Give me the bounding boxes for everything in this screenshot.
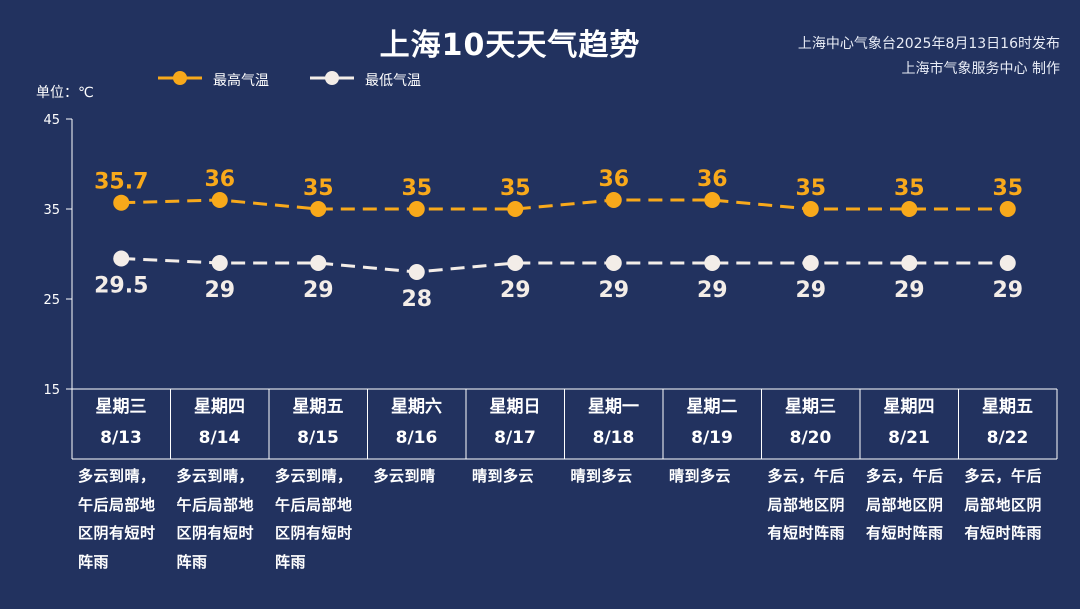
weather-description: 晴到多云 [669, 467, 732, 485]
day-header: 星期二 8/19 [663, 392, 761, 454]
low-temp-data-label: 29 [992, 278, 1023, 303]
weekday-label: 星期日 [489, 397, 541, 417]
high-temp-point [802, 201, 819, 217]
weather-description: 晴到多云 [570, 467, 633, 485]
weather-description: 多云到晴，午后局部地区阴有短时阵雨 [176, 467, 255, 571]
weather-description: 多云，午后局部地区阴有短时阵雨 [767, 467, 846, 542]
low-temp-data-label: 29 [795, 278, 826, 303]
high-temp-point [113, 194, 130, 211]
low-temp-point [408, 264, 425, 280]
high-temp-point [408, 201, 425, 217]
low-temp-line [121, 257, 1008, 274]
low-temp-point [605, 255, 622, 271]
weekday-label: 星期三 [95, 397, 147, 417]
weekday-label: 星期四 [883, 397, 935, 417]
low-temp-point [802, 255, 819, 271]
weekday-label: 星期四 [194, 397, 245, 417]
low-temp-point [704, 255, 721, 271]
high-temp-data-label: 36 [697, 167, 728, 192]
high-temp-point [605, 192, 622, 208]
high-temp-point [901, 201, 918, 217]
high-temp-data-label: 35.7 [94, 170, 148, 195]
high-temp-data-label: 35 [894, 176, 925, 201]
low-temp-point [999, 255, 1016, 271]
high-temp-point [704, 192, 721, 208]
high-temp-data-label: 35 [500, 176, 531, 201]
legend-label-low: 最低气温 [365, 73, 421, 89]
day-header: 星期四 8/21 [860, 392, 958, 454]
y-tick-label: 35 [43, 203, 60, 218]
y-tick-label: 25 [43, 293, 60, 308]
day-header: 星期三 8/20 [762, 392, 860, 454]
weather-description: 多云到晴，午后局部地区阴有短时阵雨 [78, 467, 156, 571]
weekday-label: 星期六 [391, 397, 442, 417]
date-label: 8/17 [494, 428, 536, 448]
date-label: 8/13 [100, 428, 142, 448]
day-header: 星期日 8/17 [466, 392, 564, 454]
weekday-label: 星期五 [292, 397, 344, 417]
day-header: 星期五 8/15 [269, 392, 367, 454]
date-label: 8/19 [691, 428, 733, 448]
weather-description: 多云，午后局部地区阴有短时阵雨 [964, 467, 1043, 542]
weather-description: 晴到多云 [472, 467, 535, 485]
low-temp-data-label: 29 [598, 278, 629, 303]
issuer-line: 上海中心气象台2025年8月13日16时发布 [797, 36, 1060, 52]
high-temp-data-label: 35 [795, 176, 826, 201]
weekday-label: 星期三 [785, 397, 836, 417]
date-label: 8/21 [888, 428, 930, 448]
weather-description: 多云，午后局部地区阴有短时阵雨 [866, 467, 944, 542]
low-temp-data-label: 28 [401, 287, 432, 312]
producer-line: 上海市气象服务中心 制作 [901, 61, 1060, 77]
date-label: 8/16 [395, 428, 438, 448]
low-temp-point [113, 250, 130, 267]
high-temp-point [507, 201, 524, 217]
day-header: 星期一 8/18 [565, 392, 663, 454]
weather-description: 多云到晴，午后局部地区阴有短时阵雨 [275, 467, 353, 571]
low-temp-data-label: 29.5 [94, 274, 148, 299]
high-temp-point [310, 201, 327, 217]
date-label: 8/20 [789, 428, 832, 448]
day-header: 星期三 8/13 [72, 392, 170, 454]
high-temp-point [999, 201, 1016, 217]
high-temp-data-label: 35 [303, 176, 334, 201]
low-temp-point [507, 255, 524, 271]
high-temp-line [121, 198, 1008, 211]
weekday-label: 星期五 [982, 397, 1033, 417]
high-temp-point [211, 192, 228, 208]
high-temp-data-label: 35 [401, 176, 432, 201]
day-header: 星期四 8/14 [171, 392, 269, 454]
high-temp-data-label: 35 [992, 176, 1023, 201]
date-label: 8/18 [592, 428, 635, 448]
day-header: 星期五 8/22 [959, 392, 1057, 454]
y-tick-label: 15 [43, 383, 60, 398]
low-temp-point [901, 255, 918, 271]
low-temp-data-label: 29 [697, 278, 728, 303]
legend-high-marker-icon [158, 71, 202, 85]
day-header: 星期六 8/16 [368, 392, 466, 454]
y-tick-label: 45 [43, 113, 60, 128]
low-temp-data-label: 29 [303, 278, 334, 303]
date-label: 8/15 [297, 428, 339, 448]
low-temp-data-label: 29 [894, 278, 925, 303]
weekday-label: 星期二 [686, 397, 738, 417]
high-temp-data-label: 36 [598, 167, 629, 192]
legend-low-marker-icon [310, 71, 354, 85]
chart-title: 上海10天天气趋势 [379, 28, 641, 63]
weekday-label: 星期一 [588, 397, 639, 417]
weather-description: 多云到晴 [373, 467, 436, 485]
legend-label-high: 最高气温 [213, 73, 269, 89]
date-label: 8/14 [198, 428, 241, 448]
low-temp-data-label: 29 [204, 278, 235, 303]
high-temp-data-label: 36 [204, 167, 235, 192]
low-temp-point [211, 255, 228, 271]
y-axis-unit-label: 单位：℃ [36, 85, 94, 101]
low-temp-point [310, 255, 327, 271]
date-label: 8/22 [986, 428, 1029, 448]
low-temp-data-label: 29 [500, 278, 531, 303]
